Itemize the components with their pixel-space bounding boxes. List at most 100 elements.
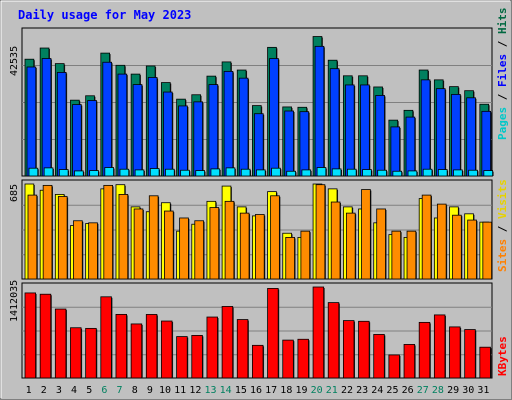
pages-bar	[453, 169, 463, 177]
chart-title: Daily usage for May 2023	[18, 8, 191, 22]
sites-bar	[482, 221, 493, 280]
pages-bar	[165, 168, 175, 177]
x-tick-label: 11	[174, 385, 186, 396]
pages-bar	[58, 169, 69, 177]
sites-bar	[88, 222, 98, 280]
sites-bar	[133, 208, 144, 280]
kbytes-bar	[433, 314, 446, 379]
x-tick-label: 14	[220, 385, 232, 396]
kbytes-bar	[327, 302, 340, 379]
sites-bar	[194, 220, 204, 280]
files-bar	[132, 84, 143, 177]
x-tick-label: 17	[265, 385, 277, 396]
sites-bar	[118, 194, 129, 280]
kbytes-bar	[24, 292, 37, 379]
files-bar	[147, 77, 158, 177]
files-bar	[56, 72, 67, 177]
sites-bar	[315, 184, 326, 280]
kbytes-bar	[70, 327, 82, 379]
files-bar	[435, 88, 446, 177]
files-bar	[299, 111, 310, 177]
sites-bar	[27, 194, 38, 280]
x-tick-label: 28	[432, 385, 444, 396]
files-bar	[314, 45, 325, 177]
sites-bar	[224, 200, 235, 280]
x-tick-label: 13	[204, 385, 216, 396]
kbytes-bar	[267, 288, 279, 379]
x-tick-label: 18	[280, 385, 292, 396]
pages-bar	[149, 168, 160, 177]
x-tick-label: 24	[371, 385, 383, 396]
files-bar	[163, 91, 173, 177]
sites-bar	[255, 214, 265, 280]
x-tick-label: 16	[250, 385, 262, 396]
legend-entry: Sites	[496, 239, 509, 272]
pages-bar	[225, 167, 236, 177]
files-bar	[344, 84, 355, 177]
kbytes-bar	[252, 344, 264, 379]
kbytes-bar	[297, 338, 309, 379]
kbytes-bar	[85, 327, 97, 379]
pages-bar	[377, 169, 387, 177]
sites-bar	[345, 212, 356, 280]
pages-bar	[316, 167, 327, 177]
pages-bar	[256, 169, 266, 177]
pages-bar	[89, 170, 99, 177]
pages-bar	[483, 170, 494, 177]
x-axis-labels: 1 2 3 4 5 6 7 8 9 10 11 12 13 14 15 16 17 18 19 20 21 22 23 24 2…	[26, 385, 490, 396]
files-bar	[223, 70, 234, 177]
sites-bar	[452, 214, 462, 280]
legend-entry: /	[496, 87, 509, 107]
x-tick-label: 3	[56, 385, 62, 396]
kbytes-bar	[282, 339, 294, 379]
bottom-panel-legend: KBytes	[496, 336, 509, 376]
x-tick-label: 19	[295, 385, 307, 396]
sites-bar	[285, 236, 295, 280]
sites-bar	[391, 230, 402, 280]
pages-bar	[362, 169, 372, 177]
kbytes-bar	[388, 354, 400, 379]
pages-bar	[468, 169, 478, 177]
x-tick-label: 1	[26, 385, 32, 396]
legend-entry: Pages	[496, 107, 509, 140]
kbytes-bar	[54, 308, 67, 379]
pages-bar	[286, 170, 296, 177]
sites-bar	[209, 207, 220, 280]
kbytes-bar	[191, 335, 203, 379]
pages-bar	[134, 169, 145, 177]
files-bar	[329, 68, 340, 177]
pages-bar	[195, 170, 205, 177]
files-bar	[451, 94, 461, 177]
files-bar	[178, 105, 188, 177]
kbytes-bar	[479, 346, 491, 379]
files-bar	[87, 100, 97, 177]
x-tick-label: 25	[386, 385, 398, 396]
kbytes-bar	[236, 319, 249, 379]
pages-bar	[437, 169, 448, 177]
pages-bar	[240, 168, 251, 177]
x-tick-label: 15	[235, 385, 247, 396]
x-tick-label: 21	[326, 385, 338, 396]
legend-entry: Visits	[496, 179, 509, 219]
files-bar	[41, 58, 52, 177]
x-tick-label: 7	[117, 385, 123, 396]
x-tick-label: 22	[341, 385, 353, 396]
x-tick-label: 20	[311, 385, 323, 396]
kbytes-bar	[130, 323, 143, 379]
pages-bar	[392, 170, 403, 177]
sites-bar	[300, 230, 311, 280]
sites-bar	[73, 220, 83, 280]
x-tick-label: 30	[462, 385, 474, 396]
x-tick-label: 5	[86, 385, 92, 396]
pages-bar	[271, 167, 281, 177]
sites-bar	[164, 210, 174, 280]
top-ymax-label: 42535	[9, 46, 20, 76]
pages-bar	[74, 170, 84, 177]
pages-bar	[331, 168, 342, 177]
files-bar	[26, 66, 37, 177]
x-tick-label: 4	[71, 385, 77, 396]
middle-ymax-label: 685	[9, 184, 20, 202]
kbytes-bar	[161, 320, 173, 379]
files-bar	[193, 101, 203, 177]
